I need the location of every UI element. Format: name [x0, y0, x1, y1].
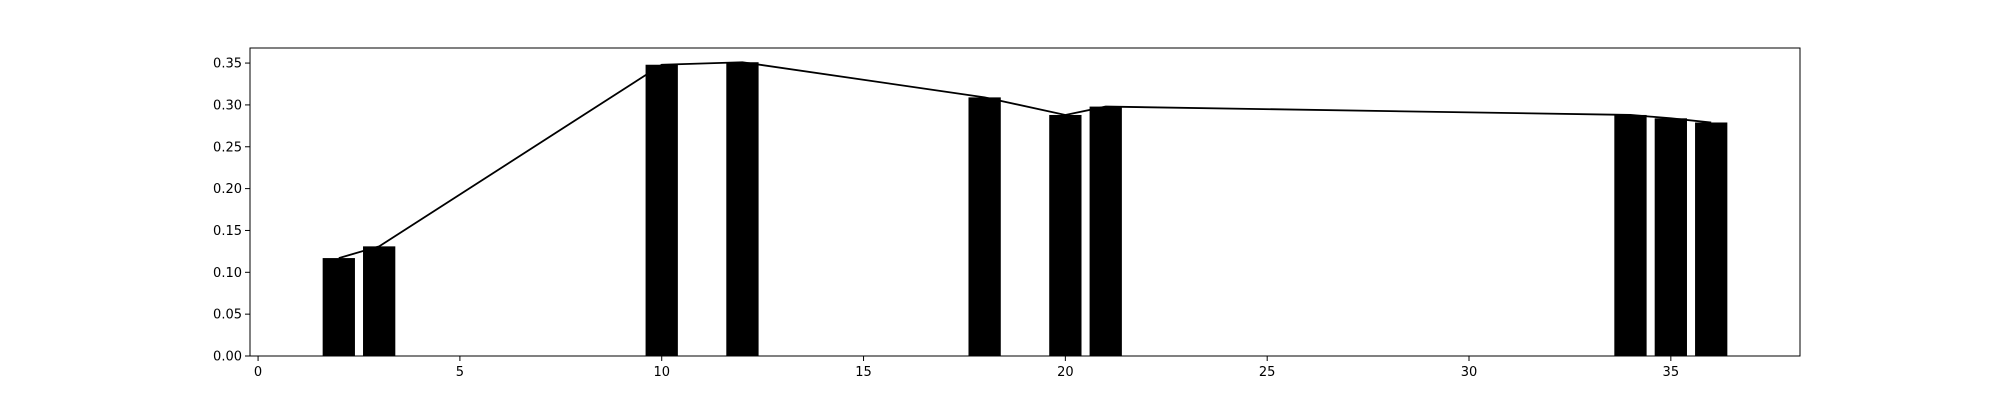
y-tick-label-2: 0.10	[213, 266, 242, 281]
x-tick-label-20: 20	[1057, 365, 1074, 380]
bar-10	[645, 64, 678, 356]
x-tick-label-15: 15	[855, 365, 872, 380]
bar-12	[726, 62, 759, 356]
y-tick-label-6: 0.30	[213, 98, 242, 113]
x-tick-label-35: 35	[1663, 365, 1680, 380]
x-axis: 0 5 10 15 20 25 30 35	[254, 356, 1679, 380]
x-tick-label-25: 25	[1259, 365, 1276, 380]
plot-area-frame	[249, 47, 1801, 357]
bar-20	[1049, 114, 1082, 357]
x-tick-label-0: 0	[254, 365, 262, 380]
series-line	[338, 61, 1712, 259]
bar-21	[1089, 106, 1122, 356]
bar-2	[322, 258, 355, 356]
y-tick-label-7: 0.35	[213, 57, 242, 72]
line-layer	[338, 61, 1712, 259]
y-tick-label-0: 0.00	[213, 350, 242, 365]
y-tick-label-4: 0.20	[213, 182, 242, 197]
x-tick-label-30: 30	[1461, 365, 1478, 380]
x-tick-label-10: 10	[653, 365, 670, 380]
y-tick-label-5: 0.25	[213, 140, 242, 155]
y-tick-label-3: 0.15	[213, 224, 242, 239]
y-tick-label-1: 0.05	[213, 308, 242, 323]
bar-35	[1654, 118, 1687, 356]
y-axis: 0.00 0.05 0.10 0.15 0.20 0.25 0.30 0.35	[213, 57, 250, 365]
bar-34	[1614, 114, 1647, 357]
x-tick-label-5: 5	[456, 365, 464, 380]
bars-layer	[322, 62, 1728, 357]
bar-3	[363, 246, 396, 356]
bar-36	[1695, 122, 1728, 356]
bar-18	[968, 97, 1001, 356]
